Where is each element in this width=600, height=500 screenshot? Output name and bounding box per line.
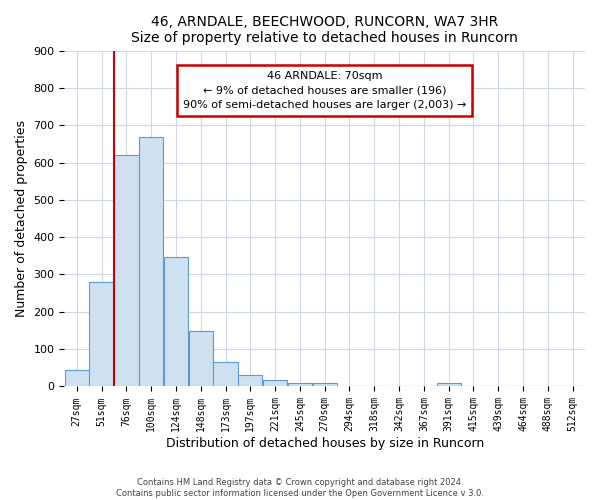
Bar [89, 282, 114, 387]
Text: 46 ARNDALE: 70sqm
← 9% of detached houses are smaller (196)
90% of semi-detached: 46 ARNDALE: 70sqm ← 9% of detached house… [183, 70, 466, 110]
Title: 46, ARNDALE, BEECHWOOD, RUNCORN, WA7 3HR
Size of property relative to detached h: 46, ARNDALE, BEECHWOOD, RUNCORN, WA7 3HR… [131, 15, 518, 45]
Bar [288, 382, 312, 386]
Bar [263, 380, 287, 386]
Y-axis label: Number of detached properties: Number of detached properties [15, 120, 28, 317]
Bar [313, 384, 337, 386]
Text: Contains HM Land Registry data © Crown copyright and database right 2024.
Contai: Contains HM Land Registry data © Crown c… [116, 478, 484, 498]
Bar [65, 370, 89, 386]
Bar [214, 362, 238, 386]
Bar [139, 137, 163, 386]
Bar [238, 376, 262, 386]
X-axis label: Distribution of detached houses by size in Runcorn: Distribution of detached houses by size … [166, 437, 484, 450]
Bar [114, 155, 139, 386]
Bar [188, 331, 213, 386]
Bar [437, 384, 461, 386]
Bar [164, 256, 188, 386]
